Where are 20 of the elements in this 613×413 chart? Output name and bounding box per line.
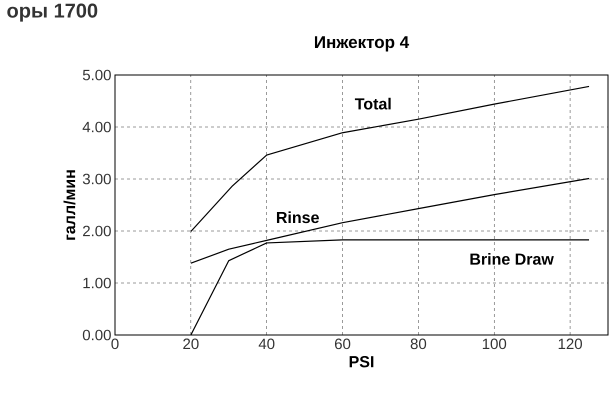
y-tick-label: 4.00 [82, 122, 111, 132]
text: оры 1700 [7, 4, 98, 22]
y-tick-label: 2.00 [83, 226, 111, 236]
x-tick-label: 120 [558, 338, 582, 350]
x-tick-label: 20 [183, 338, 199, 350]
x-tick-label: 100 [482, 338, 506, 350]
x-axis-title: PSI [350, 356, 374, 368]
chart-title: Инжектор 4 [314, 36, 410, 52]
y-tick-label: 5.00 [82, 70, 111, 80]
x-tick-label: 0 [111, 338, 119, 350]
series-label: Brine Draw [470, 253, 554, 265]
y-tick-label: 0.00 [82, 330, 111, 340]
x-tick-label: 40 [258, 338, 274, 350]
series-label: Rinse [276, 211, 319, 224]
y-tick-label: 3.00 [82, 174, 111, 184]
x-tick-label: 60 [334, 338, 350, 350]
series-label: Total [354, 98, 391, 110]
x-tick-label: 80 [410, 338, 426, 350]
y-axis-title: галл/мин [63, 170, 76, 240]
y-tick-label: 1.00 [83, 278, 111, 288]
